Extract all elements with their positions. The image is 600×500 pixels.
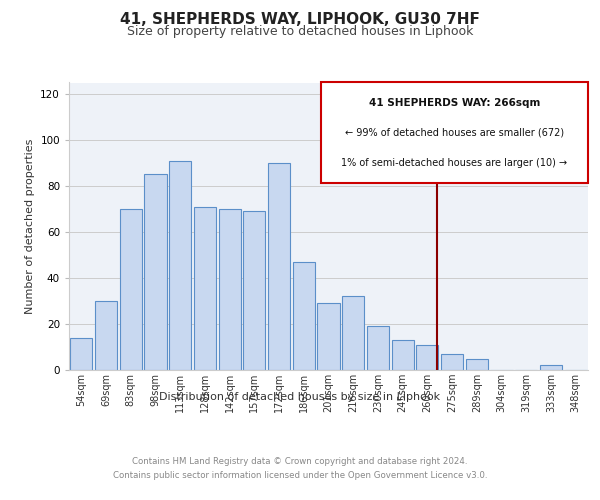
Bar [194,206,216,370]
Bar [218,209,241,370]
Bar [441,354,463,370]
Bar [293,262,315,370]
Text: Contains HM Land Registry data © Crown copyright and database right 2024.: Contains HM Land Registry data © Crown c… [132,458,468,466]
Y-axis label: Number of detached properties: Number of detached properties [25,138,35,314]
Text: Size of property relative to detached houses in Liphook: Size of property relative to detached ho… [127,25,473,38]
Text: 1% of semi-detached houses are larger (10) →: 1% of semi-detached houses are larger (1… [341,158,568,168]
Bar [169,160,191,370]
FancyBboxPatch shape [321,82,588,183]
Bar [268,163,290,370]
Bar [392,340,414,370]
Text: Distribution of detached houses by size in Liphook: Distribution of detached houses by size … [160,392,440,402]
Bar [540,366,562,370]
Text: Contains public sector information licensed under the Open Government Licence v3: Contains public sector information licen… [113,471,487,480]
Bar [145,174,167,370]
Bar [95,301,117,370]
Text: ← 99% of detached houses are smaller (672): ← 99% of detached houses are smaller (67… [345,128,564,138]
Bar [416,344,439,370]
Bar [70,338,92,370]
Bar [317,304,340,370]
Text: 41, SHEPHERDS WAY, LIPHOOK, GU30 7HF: 41, SHEPHERDS WAY, LIPHOOK, GU30 7HF [120,12,480,28]
Bar [367,326,389,370]
Bar [342,296,364,370]
Bar [243,212,265,370]
Bar [466,358,488,370]
Text: 41 SHEPHERDS WAY: 266sqm: 41 SHEPHERDS WAY: 266sqm [368,98,540,108]
Bar [119,209,142,370]
